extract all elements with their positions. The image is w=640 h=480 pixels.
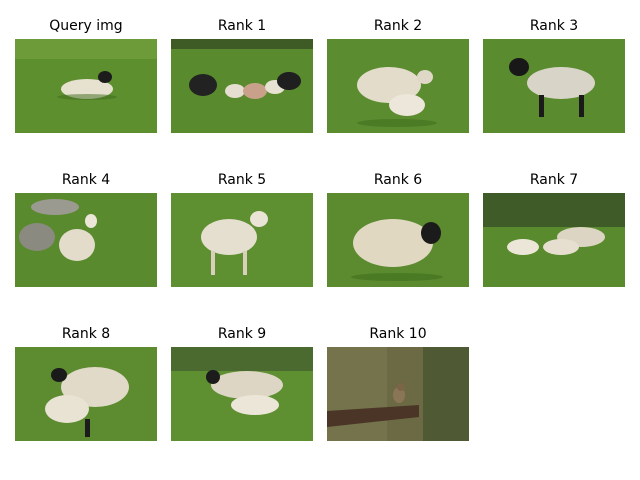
rank-1-image xyxy=(171,39,313,133)
panel-caption: Query img xyxy=(49,18,123,34)
panel-caption: Rank 6 xyxy=(373,172,423,188)
panel-caption: Rank 5 xyxy=(217,172,267,188)
rank-4-image xyxy=(15,193,157,287)
rank-3-image xyxy=(483,39,625,133)
panel-caption: Rank 4 xyxy=(61,172,111,188)
panel-caption: Rank 10 xyxy=(369,326,427,342)
rank-10-image xyxy=(327,347,469,441)
panel-caption: Rank 1 xyxy=(217,18,267,34)
query-image xyxy=(15,39,157,133)
rank-2-image xyxy=(327,39,469,133)
panel-caption: Rank 8 xyxy=(61,326,111,342)
panel-caption: Rank 2 xyxy=(373,18,423,34)
rank-6-image xyxy=(327,193,469,287)
panel-caption: Rank 3 xyxy=(529,18,579,34)
rank-5-image xyxy=(171,193,313,287)
rank-9-image xyxy=(171,347,313,441)
rank-8-image xyxy=(15,347,157,441)
panel-caption: Rank 9 xyxy=(217,326,267,342)
rank-7-image xyxy=(483,193,625,287)
panel-caption: Rank 7 xyxy=(529,172,579,188)
